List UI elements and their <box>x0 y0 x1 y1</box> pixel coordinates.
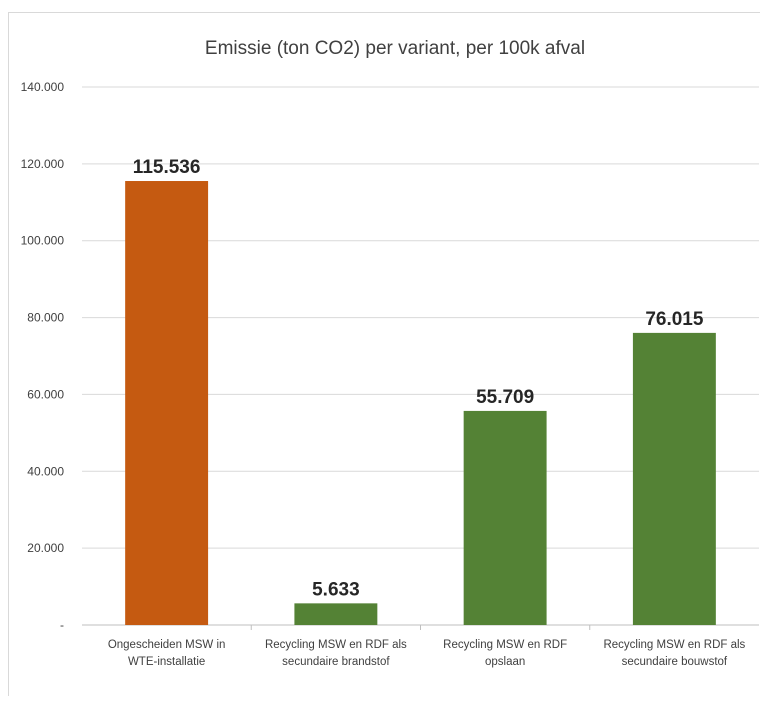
data-labels: 115.536 5.633 55.709 76.015 <box>133 157 704 600</box>
x-tick-label-line: secundaire bouwstof <box>622 656 728 668</box>
data-label: 76.015 <box>645 309 704 330</box>
data-label: 5.633 <box>312 579 360 600</box>
y-tick-label: 60.000 <box>27 387 64 401</box>
x-tick-label-line: Ongescheiden MSW in <box>108 639 226 651</box>
bar <box>463 410 547 625</box>
bars <box>125 181 716 625</box>
x-tick-label-line: Recycling MSW en RDF als <box>265 639 407 651</box>
x-tick-label-line: WTE-installatie <box>128 656 205 668</box>
x-tick-label: Recycling MSW en RDF als secundaire brand… <box>265 639 407 668</box>
x-tick-label: Recycling MSW en RDF opslaan <box>443 639 567 668</box>
x-tick-label-line: opslaan <box>485 656 525 668</box>
bar <box>294 603 378 625</box>
y-tick-label: 20.000 <box>27 541 64 555</box>
x-tick-label: Ongescheiden MSW in WTE-installatie <box>108 639 226 668</box>
y-axis-ticks: - 20.000 40.000 60.000 80.000 100.000 120.000 1… <box>21 80 65 632</box>
y-tick-label: 120.000 <box>21 157 65 171</box>
y-tick-label: - <box>60 618 64 632</box>
chart-title: Emissie (ton CO2) per variant, per 100k … <box>205 38 585 59</box>
data-label: 55.709 <box>476 387 534 408</box>
data-label: 115.536 <box>133 157 201 178</box>
y-tick-label: 100.000 <box>21 234 65 248</box>
x-tick-label: Recycling MSW en RDF als secundaire bouws… <box>603 639 745 668</box>
y-tick-label: 140.000 <box>21 80 65 94</box>
bar <box>632 332 716 625</box>
x-tick-label-line: Recycling MSW en RDF als <box>603 639 745 651</box>
x-axis-ticks: Ongescheiden MSW in WTE-installatie Recycl… <box>108 639 746 668</box>
x-tick-label-line: Recycling MSW en RDF <box>443 639 567 651</box>
x-tick-label-line: secundaire brandstof <box>282 656 390 668</box>
y-tick-label: 40.000 <box>27 464 64 478</box>
bar <box>125 181 209 625</box>
y-tick-label: 80.000 <box>27 311 64 325</box>
